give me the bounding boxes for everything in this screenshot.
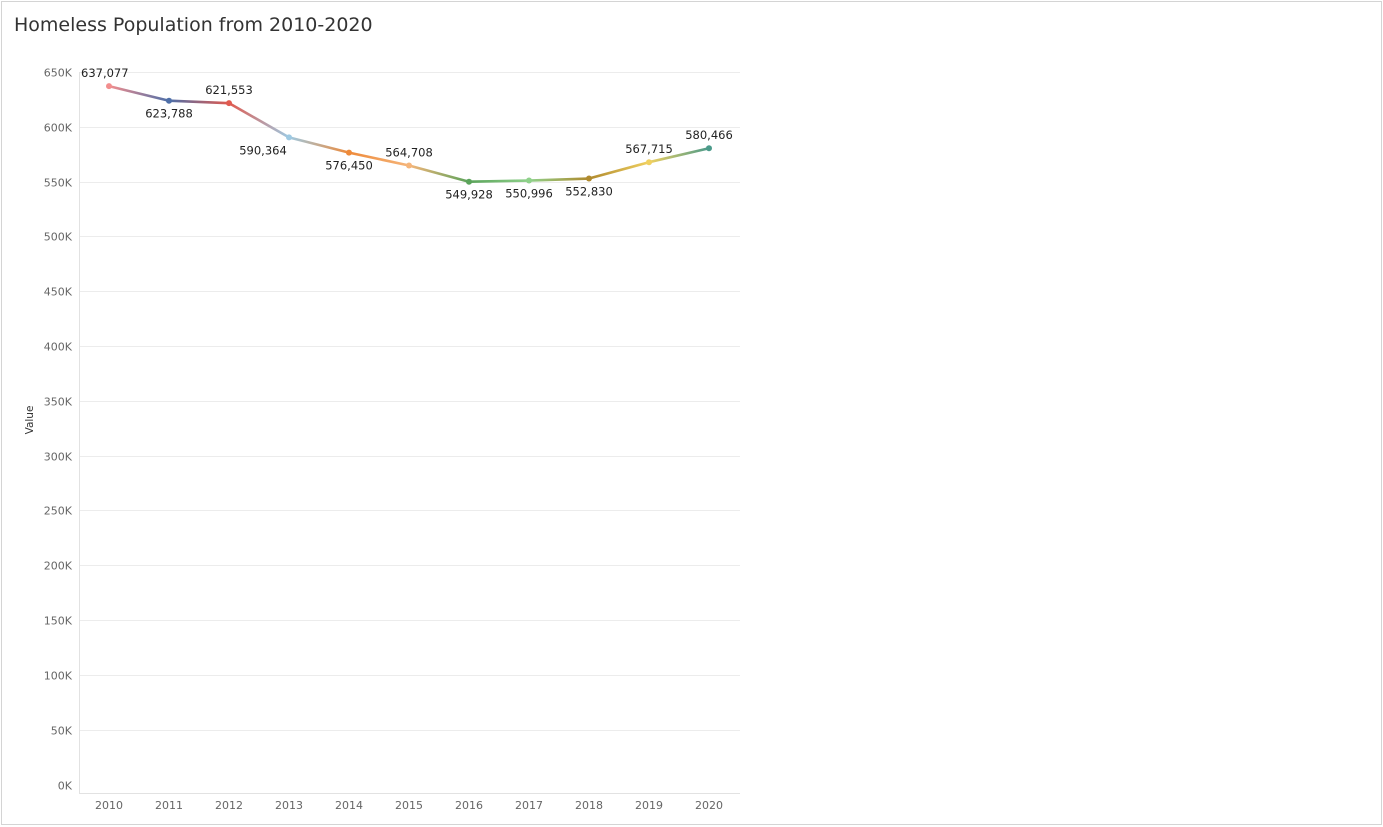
y-tick-label: 650K (44, 67, 73, 80)
data-point[interactable] (406, 162, 412, 169)
y-tick-label: 400K (44, 341, 73, 354)
data-point[interactable] (646, 159, 652, 166)
line-segment (527, 177, 591, 182)
data-label: 623,788 (145, 107, 193, 121)
data-point[interactable] (466, 178, 472, 185)
y-tick-label: 50K (51, 725, 73, 738)
data-label: 550,996 (505, 187, 553, 201)
y-tick-label: 250K (44, 505, 73, 518)
x-tick-label: 2019 (635, 799, 663, 812)
x-tick-label: 2018 (575, 799, 603, 812)
data-point[interactable] (106, 83, 112, 90)
x-tick-label: 2014 (335, 799, 363, 812)
y-axis-title: Value (24, 406, 36, 435)
y-tick-label: 350K (44, 396, 73, 409)
line-segment (587, 160, 651, 180)
data-point[interactable] (586, 175, 592, 182)
y-tick-label: 0K (58, 780, 73, 793)
chart-title: Homeless Population from 2010-2020 (14, 14, 373, 36)
axes: 650K 600K 550K 500K 450K 400K 350K 300K 250K 200K… (24, 67, 740, 812)
x-tick-label: 2016 (455, 799, 483, 812)
data-label: 549,928 (445, 188, 493, 202)
data-label: 576,450 (325, 159, 373, 173)
x-tick-label: 2013 (275, 799, 303, 812)
x-tick-label: 2011 (155, 799, 183, 812)
y-tick-label: 450K (44, 286, 73, 299)
data-point[interactable] (706, 145, 712, 152)
data-label: 567,715 (625, 142, 673, 156)
data-points (106, 83, 712, 185)
line-segment (227, 101, 291, 139)
line-segment (287, 136, 351, 154)
data-point[interactable] (346, 149, 352, 156)
line-segment (347, 151, 411, 167)
y-tick-label: 500K (44, 231, 73, 244)
y-tick-label: 600K (44, 122, 73, 135)
data-point[interactable] (286, 134, 292, 141)
x-tick-label: 2012 (215, 799, 243, 812)
y-tick-label: 200K (44, 560, 73, 573)
line-segment (107, 84, 171, 103)
data-label: 621,553 (205, 83, 253, 97)
x-tick-label: 2020 (695, 799, 723, 812)
data-label: 637,077 (81, 66, 129, 80)
data-point[interactable] (226, 100, 232, 107)
data-point[interactable] (166, 97, 172, 104)
line-segment (407, 164, 471, 183)
y-tick-label: 150K (44, 615, 73, 628)
data-labels: 637,077 623,788 621,553 590,364 576,450 564,7… (81, 66, 733, 202)
data-label: 552,830 (565, 185, 613, 199)
y-tick-label: 300K (44, 451, 73, 464)
data-label: 564,708 (385, 145, 433, 159)
y-tick-label: 100K (44, 670, 73, 683)
data-label: 590,364 (239, 143, 287, 157)
line-segment (647, 146, 711, 164)
data-point[interactable] (526, 177, 532, 184)
y-tick-label: 550K (44, 177, 73, 190)
gridlines (79, 72, 740, 731)
series-line (107, 84, 711, 183)
x-tick-label: 2017 (515, 799, 543, 812)
line-segment (167, 99, 231, 105)
line-segment (467, 179, 531, 183)
data-label: 580,466 (685, 128, 733, 142)
x-tick-label: 2015 (395, 799, 423, 812)
x-tick-label: 2010 (95, 799, 123, 812)
